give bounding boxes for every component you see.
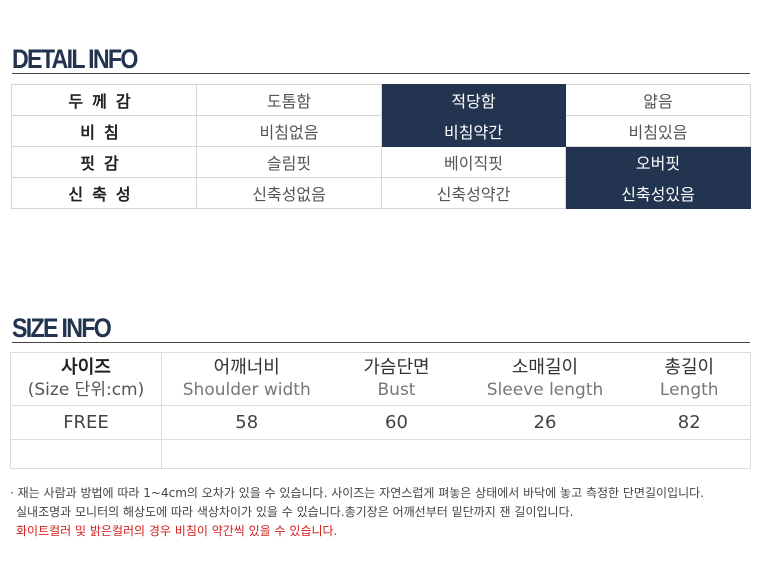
size-header-row: 사이즈 (Size 단위:cm) 어깨너비 Shoulder width 가슴단… (10, 352, 751, 406)
size-header-ko: 사이즈 (61, 357, 111, 378)
size-header-cell: 총길이 Length (628, 352, 751, 406)
note-color-monitor: 실내조명과 모니터의 해상도에 따라 색상차이가 있을 수 있습니다.총기장은 … (16, 505, 574, 519)
detail-row-fit: 핏감 슬림핏 베이직핏 오버핏 (11, 146, 751, 178)
detail-row-sheerness: 비침 비침없음 비침약간 비침있음 (11, 115, 751, 147)
detail-option-selected: 비침약간 (381, 115, 566, 147)
size-header-cell: 어깨너비 Shoulder width (161, 352, 332, 406)
size-cell-empty (10, 439, 162, 469)
detail-option: 도톰함 (196, 84, 382, 116)
detail-option: 베이직핏 (381, 146, 566, 178)
size-row-free: FREE 58 60 26 82 (10, 405, 751, 440)
size-cell: 60 (331, 405, 462, 440)
size-info-table: 사이즈 (Size 단위:cm) 어깨너비 Shoulder width 가슴단… (10, 352, 751, 469)
detail-info-table: 두께감 도톰함 적당함 얇음 비침 비침없음 비침약간 비침있음 핏감 슬림핏 … (11, 84, 751, 209)
size-header-cell: 가슴단면 Bust (331, 352, 462, 406)
detail-option-selected: 적당함 (381, 84, 566, 116)
detail-option: 신축성없음 (196, 177, 382, 209)
size-header-ko: 어깨너비 (213, 357, 280, 378)
size-info-title: SIZE INFO (12, 313, 112, 343)
note-sheerness-warning: 화이트컬러 및 밝은컬러의 경우 비침이 약간씩 있을 수 있습니다. (16, 524, 338, 538)
detail-label: 핏감 (11, 146, 197, 178)
size-cell-empty (161, 439, 332, 469)
detail-option: 슬림핏 (196, 146, 382, 178)
size-header-cell: 사이즈 (Size 단위:cm) (10, 352, 162, 406)
size-cell: FREE (10, 405, 162, 440)
size-header-en: (Size 단위:cm) (27, 380, 145, 400)
size-header-en: Shoulder width (182, 380, 311, 400)
detail-option: 비침있음 (565, 115, 751, 147)
size-header-ko: 총길이 (664, 357, 715, 378)
size-cell: 58 (161, 405, 332, 440)
size-cell: 26 (461, 405, 629, 440)
detail-row-thickness: 두께감 도톰함 적당함 얇음 (11, 84, 751, 116)
size-cell-empty (628, 439, 751, 469)
detail-label: 두께감 (11, 84, 197, 116)
size-cell: 82 (628, 405, 751, 440)
detail-option: 얇음 (565, 84, 751, 116)
detail-label: 비침 (11, 115, 197, 147)
size-cell-empty (331, 439, 462, 469)
size-header-en: Bust (377, 380, 416, 400)
detail-info-title: DETAIL INFO (12, 44, 138, 74)
size-row-empty (10, 439, 751, 469)
note-measurement: · 재는 사람과 방법에 따라 1~4cm의 오차가 있을 수 있습니다. 사이… (10, 486, 704, 500)
detail-option-selected: 신축성있음 (565, 177, 751, 209)
detail-option: 신축성약간 (381, 177, 566, 209)
size-info-divider (12, 342, 750, 343)
size-header-ko: 가슴단면 (363, 357, 430, 378)
detail-info-divider (12, 73, 750, 74)
detail-row-stretch: 신축성 신축성없음 신축성약간 신축성있음 (11, 177, 751, 209)
size-header-ko: 소매길이 (511, 357, 579, 378)
detail-option: 비침없음 (196, 115, 382, 147)
size-cell-empty (461, 439, 629, 469)
size-header-cell: 소매길이 Sleeve length (461, 352, 629, 406)
detail-option-selected: 오버핏 (565, 146, 751, 178)
size-notes: · 재는 사람과 방법에 따라 1~4cm의 오차가 있을 수 있습니다. 사이… (10, 484, 704, 541)
size-header-en: Sleeve length (486, 380, 604, 400)
size-header-en: Length (659, 380, 719, 400)
detail-label: 신축성 (11, 177, 197, 209)
